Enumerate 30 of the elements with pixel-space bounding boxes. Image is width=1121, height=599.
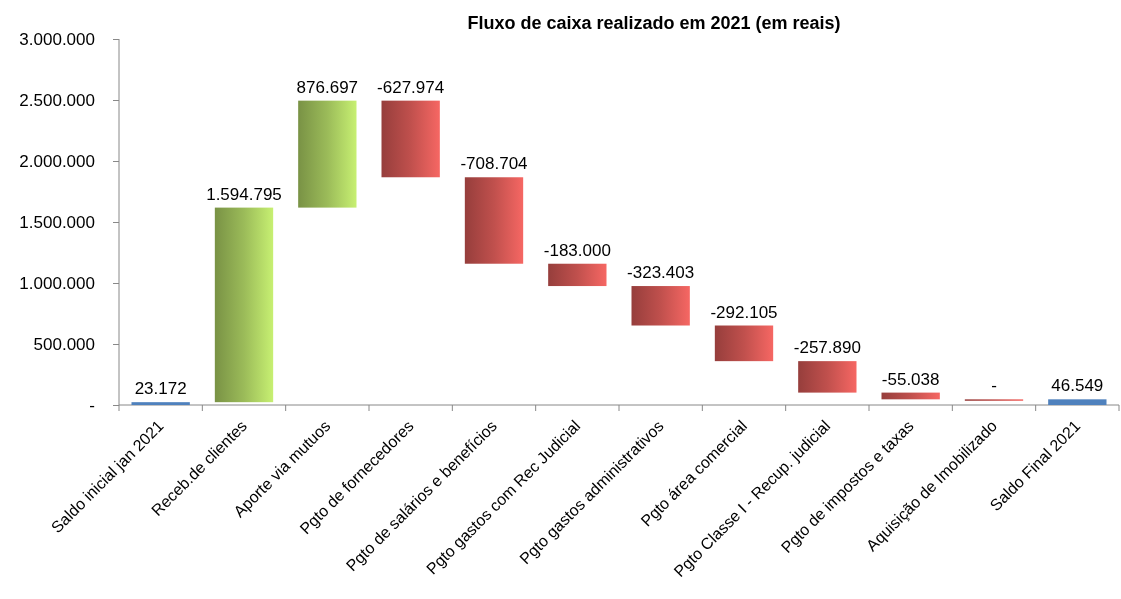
bar — [714, 325, 774, 362]
bar — [381, 100, 440, 178]
data-label: 1.594.795 — [206, 184, 282, 204]
data-label: 876.697 — [296, 77, 359, 97]
y-tick-label: 2.500.000 — [19, 90, 95, 110]
bar — [1048, 399, 1107, 405]
bar — [214, 207, 274, 403]
bar — [631, 286, 690, 326]
y-tick-label: 500.000 — [33, 334, 95, 354]
bar — [464, 177, 524, 264]
y-tick-label: - — [89, 395, 95, 415]
data-label: -183.000 — [543, 240, 611, 260]
bar — [131, 402, 190, 405]
data-label: -323.403 — [627, 263, 695, 283]
bar — [798, 361, 857, 393]
data-label: -627.974 — [377, 77, 445, 97]
data-label: 23.172 — [134, 379, 187, 399]
chart-title: Fluxo de caixa realizado em 2021 (em reais) — [467, 13, 841, 33]
bar — [298, 100, 357, 208]
data-label: -55.038 — [881, 369, 940, 389]
y-tick-label: 1.000.000 — [19, 273, 95, 293]
y-tick-label: 2.000.000 — [19, 151, 95, 171]
data-label: - — [991, 376, 997, 396]
bar — [548, 263, 607, 287]
data-label: -708.704 — [460, 154, 528, 174]
y-tick-label: 1.500.000 — [19, 212, 95, 232]
data-label: -257.890 — [793, 338, 861, 358]
y-tick-label: 3.000.000 — [19, 29, 95, 49]
data-label: -292.105 — [710, 302, 778, 322]
data-label: 46.549 — [1051, 376, 1104, 396]
